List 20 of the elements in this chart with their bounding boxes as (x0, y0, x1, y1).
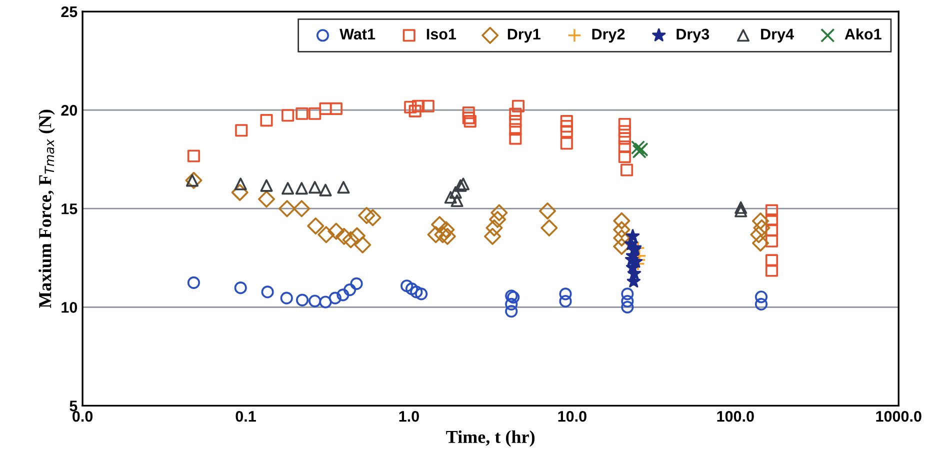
legend-label: Iso1 (426, 28, 456, 40)
x-tick-label: 0.0 (72, 410, 93, 422)
legend-label: Dry3 (676, 28, 710, 43)
legend-label: Dry2 (592, 28, 625, 43)
x-tick-label: 10.0 (558, 410, 586, 422)
y-tick-label: 5 (70, 400, 78, 412)
x-tick-label: 0.1 (236, 410, 256, 422)
legend-label: Dry1 (508, 28, 540, 43)
y-tick-label: 10 (62, 302, 78, 313)
y-tick-label: 15 (62, 204, 78, 214)
y-tick-label: 25 (61, 6, 78, 18)
x-tick-label: 1000.0 (876, 410, 922, 422)
legend-label: Wat1 (340, 28, 376, 40)
x-tick-label: 1.0 (399, 410, 419, 422)
y-axis-title: Maxium Force, F$_{Tmax}$ (N) (38, 110, 55, 308)
legend-label: Dry4 (761, 28, 794, 43)
x-axis-title: Time, t (hr) (446, 430, 534, 447)
x-tick-label: 100.0 (717, 410, 754, 422)
y-tick-label: 20 (61, 104, 78, 116)
legend-label: Ako1 (844, 28, 882, 40)
